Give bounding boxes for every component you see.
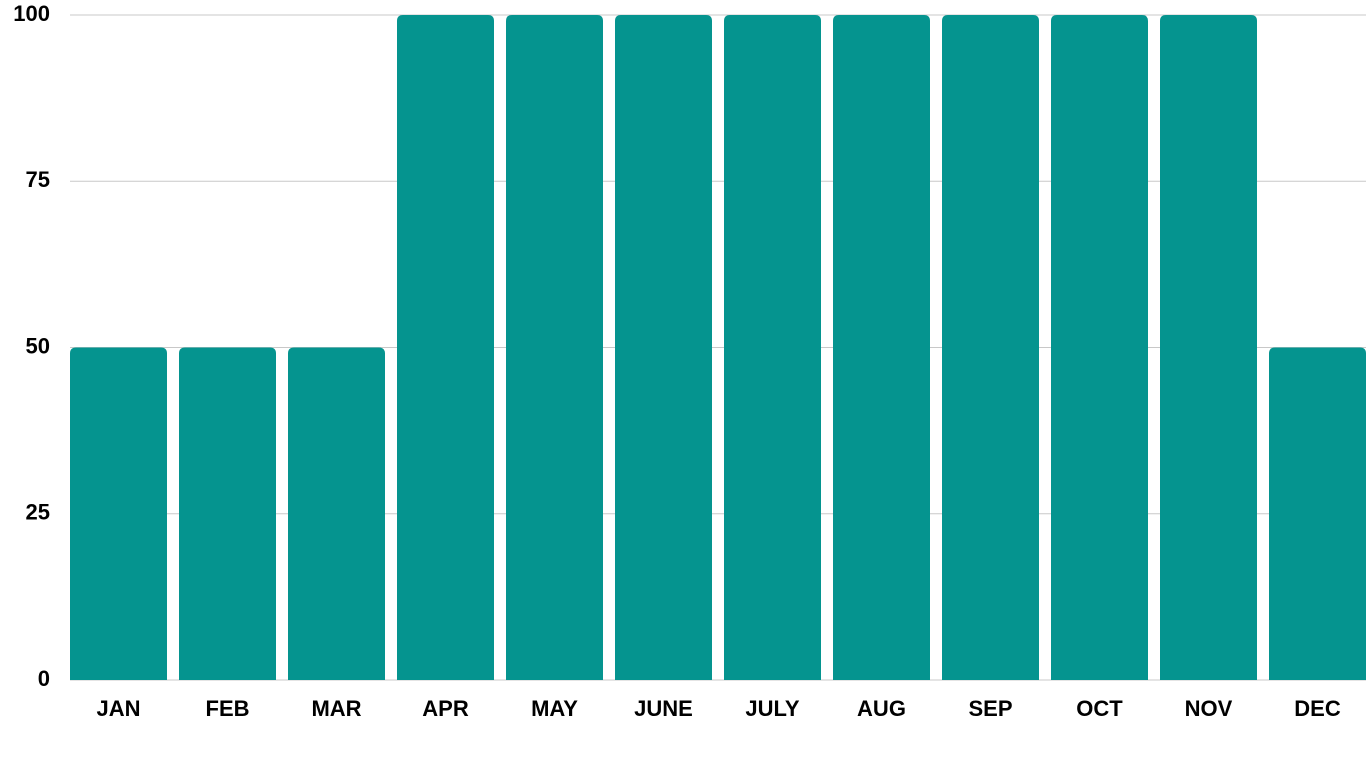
x-tick-label: AUG — [857, 696, 906, 721]
x-tick-label: DEC — [1294, 696, 1341, 721]
bar — [288, 347, 385, 680]
x-tick-label: JUNE — [634, 696, 693, 721]
x-tick-label: SEP — [968, 696, 1012, 721]
x-tick-label: JAN — [96, 696, 140, 721]
bar — [833, 15, 930, 680]
x-tick-label: MAR — [311, 696, 361, 721]
x-tick-label: MAY — [531, 696, 578, 721]
x-tick-label: JULY — [745, 696, 800, 721]
bar — [179, 347, 276, 680]
bar — [397, 15, 494, 680]
x-tick-label: OCT — [1076, 696, 1123, 721]
y-tick-label: 0 — [38, 666, 50, 691]
bar — [942, 15, 1039, 680]
x-tick-label: NOV — [1185, 696, 1233, 721]
x-tick-label: FEB — [206, 696, 250, 721]
y-tick-label: 75 — [26, 167, 50, 192]
bar — [506, 15, 603, 680]
bar — [70, 347, 167, 680]
bar — [1269, 347, 1366, 680]
y-tick-label: 25 — [26, 500, 50, 525]
bar — [615, 15, 712, 680]
bar — [724, 15, 821, 680]
bar — [1160, 15, 1257, 680]
y-tick-label: 100 — [13, 1, 50, 26]
bar — [1051, 15, 1148, 680]
x-tick-label: APR — [422, 696, 469, 721]
y-tick-label: 50 — [26, 333, 50, 358]
